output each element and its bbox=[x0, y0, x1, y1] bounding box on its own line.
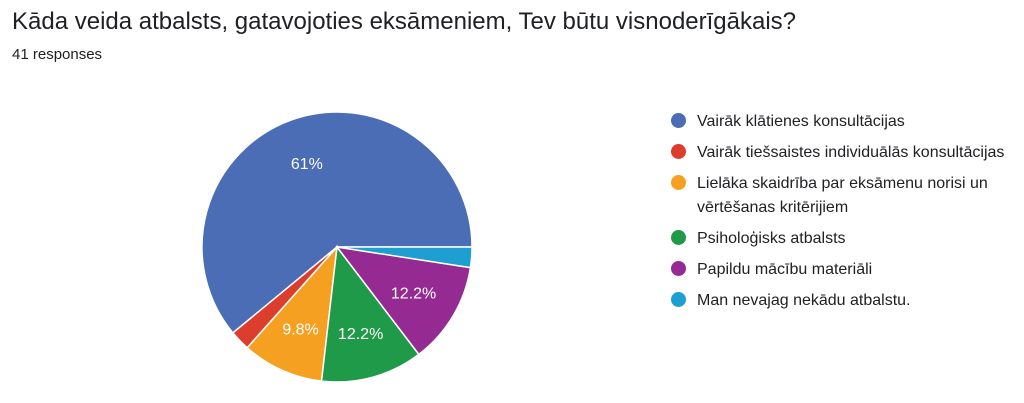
legend-item-5[interactable]: Papildu mācību materiāli bbox=[671, 258, 1011, 282]
pie-slice-3[interactable] bbox=[246, 244, 339, 382]
legend-marker-icon bbox=[671, 113, 686, 128]
slice-percent-label-5: 12.2% bbox=[391, 286, 436, 303]
response-count: 41 responses bbox=[12, 46, 103, 63]
legend-item-6[interactable]: Man nevajag nekādu atbalstu. bbox=[671, 289, 1011, 313]
pie-slice-6[interactable] bbox=[336, 246, 473, 269]
legend-label: Papildu mācību materiāli bbox=[697, 261, 873, 278]
legend-marker-icon bbox=[671, 144, 686, 159]
pie-slice-4[interactable] bbox=[320, 245, 420, 383]
legend-item-2[interactable]: Vairāk tiešsaistes individuālās konsultā… bbox=[671, 141, 1011, 165]
legend-label: Lielāka skaidrība par eksāmenu norisi un… bbox=[697, 175, 988, 216]
legend-marker-icon bbox=[671, 261, 686, 276]
slice-percent-label-4: 12.2% bbox=[338, 326, 383, 343]
legend-item-4[interactable]: Psiholoģisks atbalsts bbox=[671, 227, 1011, 251]
slice-percent-label-1: 61% bbox=[291, 156, 323, 173]
legend-item-3[interactable]: Lielāka skaidrība par eksāmenu norisi un… bbox=[671, 172, 1011, 220]
legend-label: Vairāk tiešsaistes individuālās konsultā… bbox=[697, 144, 1005, 161]
pie-slice-1[interactable] bbox=[201, 111, 473, 334]
legend-marker-icon bbox=[671, 175, 686, 190]
legend-marker-icon bbox=[671, 292, 686, 307]
chart-title: Kāda veida atbalsts, gatavojoties eksāme… bbox=[12, 8, 797, 35]
slice-percent-label-3: 9.8% bbox=[282, 321, 318, 338]
legend-label: Psiholoģisks atbalsts bbox=[697, 230, 846, 247]
legend-label: Man nevajag nekādu atbalstu. bbox=[697, 292, 911, 309]
pie-slice-5[interactable] bbox=[335, 245, 472, 356]
chart-legend: Vairāk klātienes konsultācijas Vairāk tie… bbox=[671, 110, 1011, 320]
legend-label: Vairāk klātienes konsultācijas bbox=[697, 113, 905, 130]
legend-marker-icon bbox=[671, 230, 686, 245]
legend-item-1[interactable]: Vairāk klātienes konsultācijas bbox=[671, 110, 1011, 134]
